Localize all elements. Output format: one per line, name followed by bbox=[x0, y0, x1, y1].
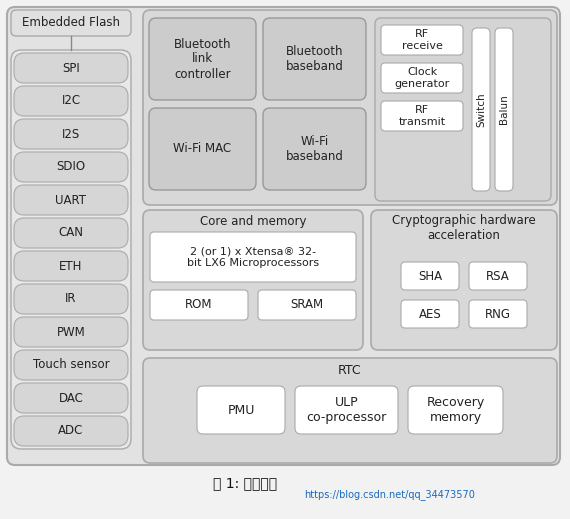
Text: CAN: CAN bbox=[59, 226, 83, 239]
Text: Wi-Fi MAC: Wi-Fi MAC bbox=[173, 143, 231, 156]
FancyBboxPatch shape bbox=[7, 7, 560, 465]
Text: 2 (or 1) x Xtensa® 32-
bit LX6 Microprocessors: 2 (or 1) x Xtensa® 32- bit LX6 Microproc… bbox=[187, 246, 319, 268]
FancyBboxPatch shape bbox=[11, 10, 131, 36]
FancyBboxPatch shape bbox=[14, 53, 128, 83]
Text: Bluetooth
link
controller: Bluetooth link controller bbox=[174, 37, 231, 80]
Text: Embedded Flash: Embedded Flash bbox=[22, 17, 120, 30]
Text: SHA: SHA bbox=[418, 269, 442, 282]
FancyBboxPatch shape bbox=[143, 358, 557, 463]
FancyBboxPatch shape bbox=[14, 284, 128, 314]
Text: DAC: DAC bbox=[59, 391, 83, 404]
FancyBboxPatch shape bbox=[150, 232, 356, 282]
FancyBboxPatch shape bbox=[472, 28, 490, 191]
FancyBboxPatch shape bbox=[401, 262, 459, 290]
FancyBboxPatch shape bbox=[14, 317, 128, 347]
FancyBboxPatch shape bbox=[381, 63, 463, 93]
Text: ETH: ETH bbox=[59, 260, 83, 272]
Text: Switch: Switch bbox=[476, 92, 486, 127]
FancyBboxPatch shape bbox=[263, 18, 366, 100]
FancyBboxPatch shape bbox=[11, 50, 131, 449]
Text: Bluetooth
baseband: Bluetooth baseband bbox=[286, 45, 344, 73]
FancyBboxPatch shape bbox=[258, 290, 356, 320]
FancyBboxPatch shape bbox=[381, 101, 463, 131]
FancyBboxPatch shape bbox=[14, 383, 128, 413]
Text: IR: IR bbox=[65, 293, 77, 306]
FancyBboxPatch shape bbox=[381, 25, 463, 55]
Text: Clock
generator: Clock generator bbox=[394, 67, 450, 89]
FancyBboxPatch shape bbox=[408, 386, 503, 434]
FancyBboxPatch shape bbox=[14, 218, 128, 248]
FancyBboxPatch shape bbox=[149, 18, 256, 100]
Text: UART: UART bbox=[55, 194, 87, 207]
Text: RNG: RNG bbox=[485, 307, 511, 321]
FancyBboxPatch shape bbox=[149, 108, 256, 190]
Text: Recovery
memory: Recovery memory bbox=[426, 396, 484, 424]
Text: PWM: PWM bbox=[56, 325, 86, 338]
Text: Balun: Balun bbox=[499, 94, 509, 125]
Text: ROM: ROM bbox=[185, 298, 213, 311]
FancyBboxPatch shape bbox=[375, 18, 551, 201]
FancyBboxPatch shape bbox=[197, 386, 285, 434]
FancyBboxPatch shape bbox=[150, 290, 248, 320]
Text: SDIO: SDIO bbox=[56, 160, 86, 173]
Text: Core and memory: Core and memory bbox=[200, 215, 306, 228]
FancyBboxPatch shape bbox=[469, 262, 527, 290]
Text: ULP
co-processor: ULP co-processor bbox=[307, 396, 386, 424]
Text: ADC: ADC bbox=[58, 425, 84, 438]
Text: Cryptographic hardware
acceleration: Cryptographic hardware acceleration bbox=[392, 214, 536, 242]
Text: RF
transmit: RF transmit bbox=[398, 105, 446, 127]
FancyBboxPatch shape bbox=[14, 152, 128, 182]
Text: RF
receive: RF receive bbox=[401, 29, 442, 51]
FancyBboxPatch shape bbox=[143, 10, 557, 205]
FancyBboxPatch shape bbox=[469, 300, 527, 328]
FancyBboxPatch shape bbox=[371, 210, 557, 350]
FancyBboxPatch shape bbox=[14, 350, 128, 380]
Text: SRAM: SRAM bbox=[291, 298, 324, 311]
Text: Wi-Fi
baseband: Wi-Fi baseband bbox=[286, 135, 344, 163]
FancyBboxPatch shape bbox=[14, 86, 128, 116]
Text: SPI: SPI bbox=[62, 61, 80, 75]
Text: https://blog.csdn.net/qq_34473570: https://blog.csdn.net/qq_34473570 bbox=[304, 489, 475, 500]
FancyBboxPatch shape bbox=[263, 108, 366, 190]
Text: RSA: RSA bbox=[486, 269, 510, 282]
Text: 图 1: 功能框图: 图 1: 功能框图 bbox=[213, 476, 277, 490]
FancyBboxPatch shape bbox=[14, 185, 128, 215]
Text: I2S: I2S bbox=[62, 128, 80, 141]
FancyBboxPatch shape bbox=[495, 28, 513, 191]
FancyBboxPatch shape bbox=[14, 119, 128, 149]
Text: PMU: PMU bbox=[227, 403, 255, 417]
FancyBboxPatch shape bbox=[401, 300, 459, 328]
Text: RTC: RTC bbox=[338, 364, 362, 377]
Text: I2C: I2C bbox=[62, 94, 80, 107]
FancyBboxPatch shape bbox=[143, 210, 363, 350]
FancyBboxPatch shape bbox=[14, 251, 128, 281]
Text: Touch sensor: Touch sensor bbox=[32, 359, 109, 372]
Text: AES: AES bbox=[418, 307, 441, 321]
FancyBboxPatch shape bbox=[14, 416, 128, 446]
FancyBboxPatch shape bbox=[295, 386, 398, 434]
